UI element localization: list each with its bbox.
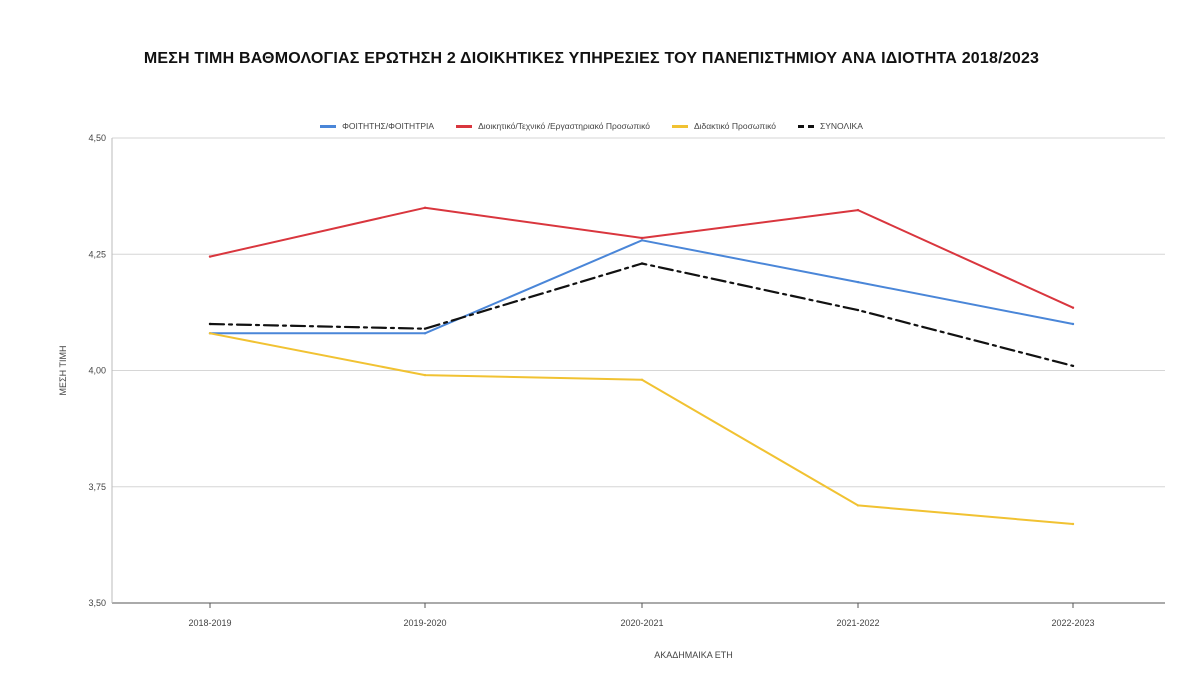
- x-tick-label: 2019-2020: [403, 618, 446, 628]
- x-tick-label: 2020-2021: [620, 618, 663, 628]
- data-point: [856, 280, 860, 284]
- data-point: [640, 262, 644, 265]
- data-point: [856, 308, 860, 312]
- y-tick-label: 4,25: [88, 249, 106, 259]
- data-point: [208, 332, 212, 335]
- series-line-2: [209, 206, 1074, 309]
- y-tick-label: 4,50: [88, 133, 106, 143]
- data-point: [640, 239, 644, 242]
- legend-item: ΣΥΝΟΛΙΚΑ: [798, 121, 863, 131]
- legend-item: Διοικητικό/Τεχνικό /Εργαστηριακό Προσωπι…: [456, 121, 650, 131]
- x-tick-label: 2022-2023: [1051, 618, 1094, 628]
- data-point: [423, 206, 427, 209]
- legend-swatch: [456, 124, 473, 128]
- legend-label: ΣΥΝΟΛΙΚΑ: [820, 121, 863, 131]
- legend-item: ΦΟΙΤΗΤΗΣ/ΦΟΙΤΗΤΡΙΑ: [320, 121, 434, 131]
- legend-label: Διοικητικό/Τεχνικό /Εργαστηριακό Προσωπι…: [478, 121, 650, 131]
- data-point: [208, 255, 212, 258]
- data-point: [1071, 364, 1075, 368]
- chart-title: ΜΕΣΗ ΤΙΜΗ ΒΑΘΜΟΛΟΓΙΑΣ ΕΡΩΤΗΣΗ 2 ΔΙΟΙΚΗΤΙ…: [143, 50, 1040, 67]
- legend-label: Διδακτικό Προσωπικό: [693, 121, 776, 131]
- legend-swatch: [798, 124, 814, 128]
- y-tick-label: 3,50: [88, 598, 106, 608]
- x-tick-label: 2021-2022: [836, 618, 879, 628]
- legend-item: Διδακτικό Προσωπικό: [671, 121, 776, 131]
- data-point: [423, 373, 427, 377]
- data-point: [640, 236, 644, 240]
- data-point: [1071, 322, 1075, 326]
- series-line-3: [209, 332, 1074, 525]
- data-point: [1071, 522, 1075, 526]
- data-point: [423, 327, 427, 330]
- legend-swatch: [320, 124, 337, 128]
- data-point: [856, 208, 860, 212]
- legend-swatch: [671, 124, 688, 128]
- legend-label: ΦΟΙΤΗΤΗΣ/ΦΟΙΤΗΤΡΙΑ: [342, 121, 435, 131]
- x-axis-title: ΑΚΑΔΗΜΑΙΚΑ ΕΤΗ: [654, 650, 733, 660]
- data-point: [1071, 306, 1075, 309]
- y-axis-title: ΜΕΣΗ ΤΙΜΗ: [58, 346, 68, 396]
- y-tick-label: 4,00: [88, 366, 106, 376]
- x-tick-label: 2018-2019: [188, 618, 231, 628]
- series-line-4: [208, 262, 1075, 367]
- data-point: [423, 332, 427, 335]
- data-point: [856, 504, 860, 507]
- data-point: [208, 322, 212, 326]
- data-point: [640, 378, 644, 381]
- legend: ΦΟΙΤΗΤΗΣ/ΦΟΙΤΗΤΡΙΑ Διοικητικό/Τεχνικό /Ερ…: [0, 121, 1183, 131]
- y-tick-label: 3,75: [88, 482, 106, 492]
